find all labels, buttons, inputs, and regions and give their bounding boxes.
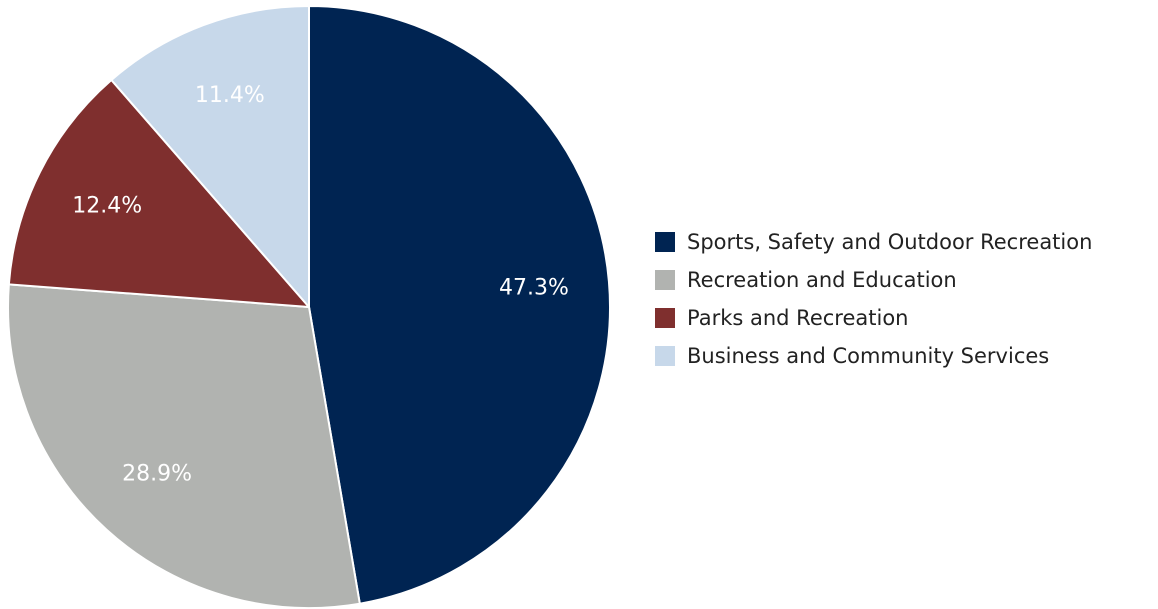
legend-label: Recreation and Education: [687, 268, 957, 292]
pie-slice-parks-and-recreation: [7, 78, 310, 308]
legend-item-recreation-and-education: Recreation and Education: [655, 261, 1092, 299]
legend-swatch: [655, 308, 675, 328]
slice-label-sports-safety-and-outdoor-recreation: 47.3%: [499, 275, 569, 300]
pie-slice-recreation-and-education: [7, 283, 361, 609]
pie-slice-business-and-community-services: [110, 5, 310, 308]
legend-label: Parks and Recreation: [687, 306, 909, 330]
legend-swatch: [655, 270, 675, 290]
slice-label-parks-and-recreation: 12.4%: [72, 193, 142, 218]
slice-label-business-and-community-services: 11.4%: [195, 83, 265, 108]
legend-label: Business and Community Services: [687, 344, 1050, 368]
legend-swatch: [655, 346, 675, 366]
slice-label-recreation-and-education: 28.9%: [122, 461, 192, 486]
chart-legend: Sports, Safety and Outdoor Recreation Rec…: [655, 223, 1092, 375]
legend-swatch: [655, 232, 675, 252]
legend-label: Sports, Safety and Outdoor Recreation: [687, 230, 1093, 254]
legend-item-sports-safety-and-outdoor-recreation: Sports, Safety and Outdoor Recreation: [655, 223, 1092, 261]
pie-chart: 47.3% 28.9% 12.4% 11.4%: [7, 5, 611, 609]
pie-slice-sports-safety-and-outdoor-recreation: [308, 5, 611, 605]
legend-item-parks-and-recreation: Parks and Recreation: [655, 299, 1092, 337]
legend-item-business-and-community-services: Business and Community Services: [655, 337, 1092, 375]
